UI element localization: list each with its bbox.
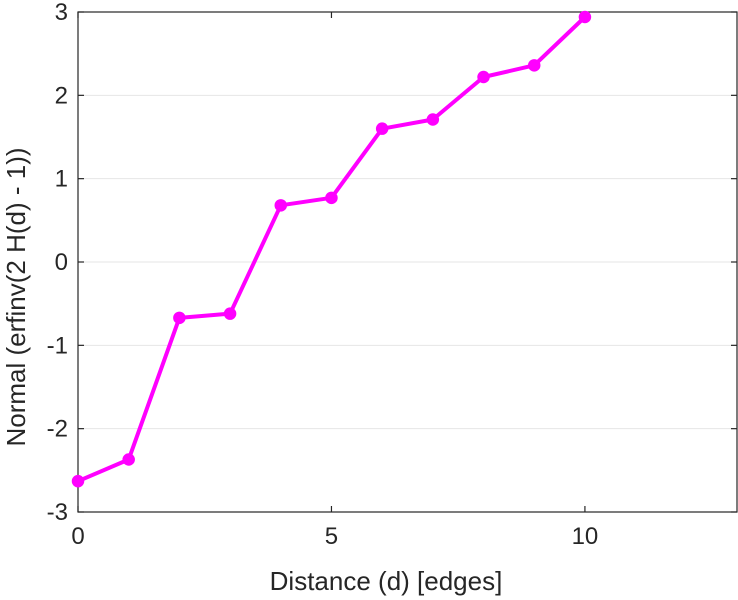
data-point bbox=[173, 311, 186, 325]
data-point bbox=[122, 453, 135, 466]
data-point bbox=[325, 191, 338, 205]
series-layer bbox=[71, 10, 592, 488]
y-tick-label: 2 bbox=[55, 82, 68, 109]
y-tick-label: -3 bbox=[47, 499, 68, 526]
data-point bbox=[274, 199, 288, 212]
data-point bbox=[477, 70, 490, 84]
y-tick-label: 1 bbox=[55, 166, 68, 193]
data-point bbox=[426, 113, 440, 126]
y-axis-title: Normal (erfinv(2 H(d) - 1)) bbox=[1, 147, 31, 446]
axes bbox=[77, 11, 738, 513]
data-point bbox=[578, 10, 592, 24]
x-tick-label: 10 bbox=[572, 523, 599, 550]
y-tick-label: 3 bbox=[55, 0, 68, 26]
data-point bbox=[527, 59, 541, 72]
data-point bbox=[71, 474, 85, 488]
y-tick-label: -2 bbox=[47, 416, 68, 443]
data-point bbox=[375, 122, 389, 135]
gridlines bbox=[78, 94, 737, 430]
x-tick-label: 5 bbox=[325, 523, 338, 550]
tick-labels: -3 -2 -1 0 1 2 3 0 5 10 bbox=[47, 0, 599, 550]
y-tick-label: 0 bbox=[55, 249, 68, 276]
data-point bbox=[223, 307, 237, 320]
x-axis-title: Distance (d) [edges] bbox=[270, 566, 503, 596]
x-tick-label: 0 bbox=[71, 523, 84, 550]
y-tick-label: -1 bbox=[47, 332, 68, 359]
